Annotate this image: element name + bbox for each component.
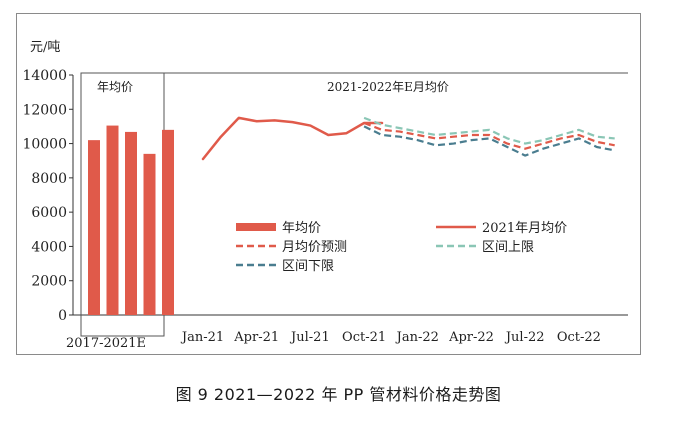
annual-bar <box>162 129 174 315</box>
y-unit-label: 元/吨 <box>30 40 60 55</box>
y-tick-label: 14000 <box>22 68 67 84</box>
y-tick-label: 0 <box>58 308 67 324</box>
legend-label: 年均价 <box>282 221 321 236</box>
annual-bar <box>106 125 119 315</box>
series-line <box>201 116 384 161</box>
legend-label: 区间下限 <box>282 259 334 274</box>
y-tick-label: 12000 <box>22 102 67 118</box>
x-tick-label: Jan-22 <box>395 330 439 345</box>
annual-bar <box>88 140 100 315</box>
legend-swatch <box>236 223 276 231</box>
monthly-panel-title: 2021-2022年E月均价 <box>327 80 449 94</box>
x-tick-label: Oct-21 <box>342 330 386 345</box>
annual-panel-title: 年均价 <box>97 80 133 94</box>
legend-label: 月均价预测 <box>282 240 347 255</box>
y-tick-label: 6000 <box>31 205 67 221</box>
y-tick-label: 8000 <box>31 171 67 187</box>
annual-bar <box>143 153 156 315</box>
annual-bar <box>125 131 137 315</box>
figure-caption: 图 9 2021—2022 年 PP 管材料价格走势图 <box>175 385 502 404</box>
y-tick-label: 10000 <box>22 137 67 153</box>
x-tick-label: Jan-21 <box>180 330 224 345</box>
y-tick-label: 2000 <box>31 274 67 290</box>
annual-x-label: 2017-2021E <box>66 336 146 351</box>
series-line <box>363 116 615 145</box>
x-tick-label: Apr-22 <box>448 330 494 345</box>
x-tick-label: Apr-21 <box>233 330 279 345</box>
x-tick-label: Oct-22 <box>557 330 601 345</box>
legend-label: 区间上限 <box>482 240 534 255</box>
price-chart: 元/吨 0 2000 4000 6000 8000 10000 12000 14000 年均价 20… <box>22 40 628 351</box>
legend-label: 2021年月均价 <box>482 221 567 236</box>
series-line <box>363 121 615 150</box>
y-tick-label: 4000 <box>31 239 67 255</box>
x-tick-label: Jul-21 <box>289 330 330 345</box>
chart-frame <box>16 13 641 355</box>
x-tick-label: Jul-22 <box>504 330 545 345</box>
